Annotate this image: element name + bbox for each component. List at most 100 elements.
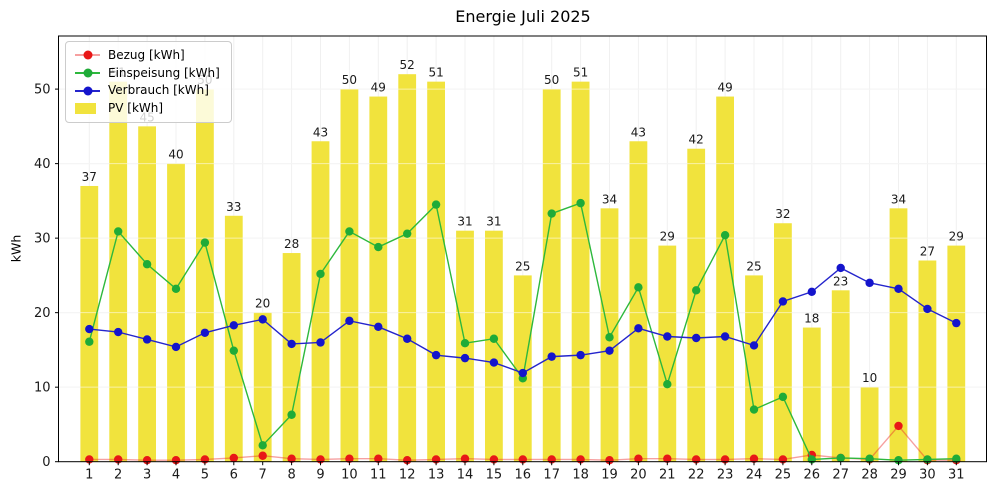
legend-label-verbrauch: Verbrauch [kWh]: [108, 83, 209, 98]
pv-bar: [427, 81, 445, 462]
pv-bar: [629, 141, 648, 462]
bar-value-label: 20: [255, 297, 270, 311]
pv-bar: [485, 230, 503, 462]
einspeisung-line-point: [720, 230, 730, 240]
einspeisung-line-point: [85, 337, 94, 346]
pv-bar: [947, 245, 966, 462]
y-tick-label: 50: [34, 83, 51, 98]
verbrauch-line-point: [692, 333, 701, 343]
verbrauch-line-point: [518, 368, 527, 378]
x-tick-label: 13: [428, 468, 445, 483]
bar-value-label: 23: [833, 274, 848, 288]
bezug-line-point: [345, 454, 354, 463]
pv-bar: [311, 141, 330, 462]
y-tick-label: 10: [34, 381, 51, 396]
green-line-marker-icon: [75, 67, 100, 78]
x-tick-label: 30: [919, 468, 936, 483]
bar-value-label: 27: [920, 244, 935, 258]
bezug-line-point: [634, 454, 643, 463]
x-tick-label: 2: [114, 468, 122, 483]
legend-item-pv: PV [kWh]: [75, 101, 220, 116]
bar-value-label: 51: [573, 66, 588, 80]
pv-bar: [369, 96, 388, 462]
einspeisung-line-point: [605, 333, 614, 342]
x-tick-label: 10: [341, 468, 358, 483]
legend-item-bezug: Bezug [kWh]: [75, 48, 220, 63]
y-tick-label: 40: [34, 157, 51, 172]
x-tick-label: 24: [746, 468, 763, 483]
einspeisung-line-point: [749, 405, 759, 414]
einspeisung-line-point: [576, 198, 585, 208]
pv-bar: [889, 208, 908, 462]
bar-value-label: 49: [717, 81, 732, 95]
bezug-line-point: [749, 454, 759, 463]
einspeisung-line-point: [865, 454, 874, 463]
x-tick-label: 25: [775, 468, 792, 483]
y-tick-label: 0: [42, 455, 50, 470]
pv-bar: [282, 253, 301, 462]
verbrauch-line-point: [865, 278, 874, 288]
bar-value-label: 10: [862, 371, 877, 385]
bar-value-label: 42: [689, 133, 704, 147]
bar-value-label: 52: [400, 58, 415, 72]
pv-bar: [716, 96, 734, 462]
verbrauch-line-point: [374, 322, 383, 332]
bezug-line-point: [894, 421, 903, 431]
y-tick-label: 20: [34, 306, 51, 321]
chart-title: Energie Juli 2025: [455, 7, 591, 26]
verbrauch-line-point: [229, 321, 238, 330]
einspeisung-line-point: [460, 339, 470, 348]
y-tick-label: 30: [34, 232, 51, 247]
einspeisung-line-point: [489, 334, 499, 343]
bezug-line-point: [171, 456, 181, 465]
bar-value-label: 50: [544, 73, 559, 87]
verbrauch-line-point: [403, 334, 412, 343]
einspeisung-line-point: [287, 410, 296, 419]
einspeisung-line-point: [836, 453, 845, 463]
verbrauch-line-point: [605, 346, 614, 355]
bar-value-label: 34: [602, 192, 617, 206]
x-tick-label: 8: [287, 468, 295, 483]
verbrauch-line-point: [720, 332, 730, 341]
x-tick-label: 28: [861, 468, 878, 483]
x-tick-label: 19: [601, 468, 618, 483]
einspeisung-line-point: [778, 392, 788, 402]
verbrauch-line-point: [778, 297, 788, 306]
bar-value-label: 43: [313, 125, 328, 139]
x-tick-label: 14: [457, 468, 474, 483]
legend-label-einspeisung: Einspeisung [kWh]: [108, 65, 220, 80]
verbrauch-line-point: [287, 339, 296, 349]
verbrauch-line-point: [345, 316, 354, 326]
verbrauch-line-point: [85, 324, 94, 334]
pv-bar: [109, 81, 128, 462]
pv-bar: [687, 148, 706, 462]
x-tick-label: 18: [572, 468, 589, 483]
einspeisung-line-point: [374, 242, 383, 252]
x-tick-label: 12: [399, 468, 416, 483]
bar-value-label: 49: [371, 81, 386, 95]
einspeisung-line-point: [229, 346, 238, 355]
einspeisung-line-point: [692, 286, 701, 295]
pv-bar: [860, 387, 879, 462]
bezug-line-point: [287, 454, 296, 463]
pv-bar: [542, 89, 561, 462]
bezug-line-point: [374, 454, 383, 463]
pv-bar: [224, 215, 243, 462]
einspeisung-line-point: [200, 238, 210, 247]
x-tick-label: 27: [832, 468, 849, 483]
bar-value-label: 34: [891, 192, 906, 206]
einspeisung-line-point: [403, 229, 412, 238]
legend-item-verbrauch: Verbrauch [kWh]: [75, 83, 220, 98]
blue-line-marker-icon: [75, 85, 100, 96]
bar-value-label: 29: [949, 230, 964, 244]
x-tick-label: 20: [630, 468, 647, 483]
verbrauch-line-point: [952, 318, 961, 328]
einspeisung-line-point: [663, 379, 672, 389]
pv-bar: [340, 89, 359, 462]
pv-bar: [571, 81, 590, 462]
einspeisung-line-point: [431, 200, 441, 209]
x-tick-label: 31: [948, 468, 965, 483]
einspeisung-line-point: [258, 441, 267, 450]
verbrauch-line-point: [634, 324, 643, 333]
